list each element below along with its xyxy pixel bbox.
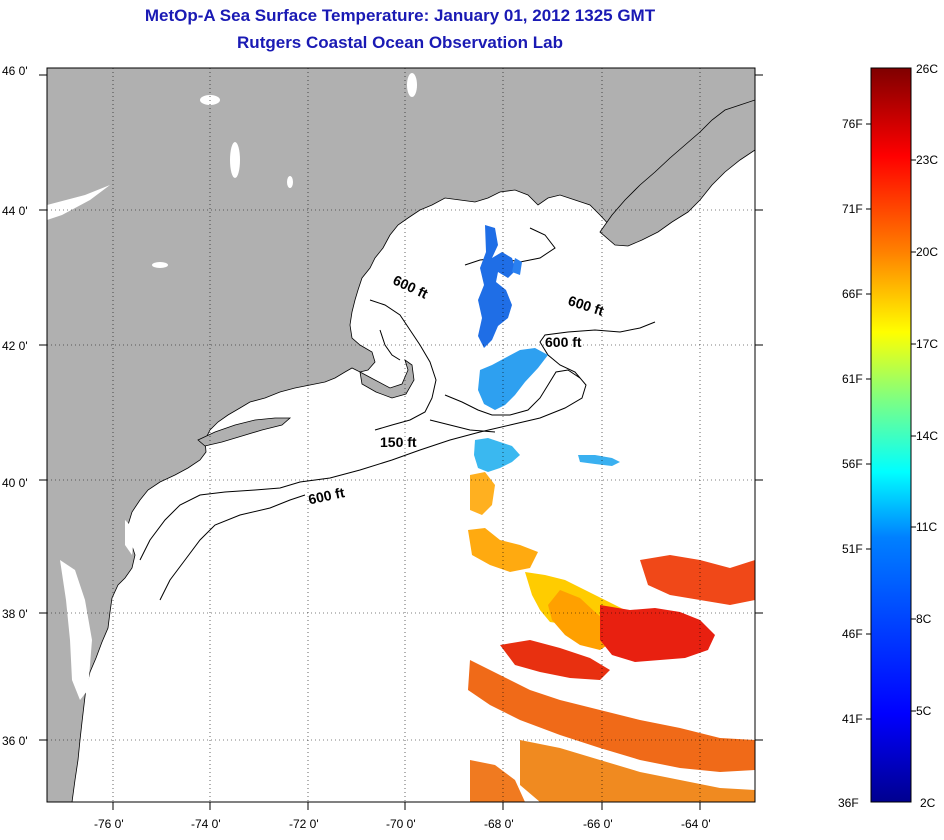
contour-label-600ft-d: 600 ft bbox=[307, 484, 346, 507]
map-frame bbox=[46, 67, 756, 803]
lake bbox=[230, 142, 240, 178]
map-subtitle: Rutgers Coastal Ocean Observation Lab bbox=[237, 33, 563, 52]
lake bbox=[47, 185, 110, 220]
colorbar-label-f: 61F bbox=[842, 372, 863, 386]
colorbar-label-f: 51F bbox=[842, 542, 863, 556]
lat-label: 40 0' bbox=[2, 476, 28, 490]
colorbar-label-c: 26C bbox=[916, 62, 939, 76]
lat-label: 44 0' bbox=[2, 204, 28, 218]
sst-warm-patches bbox=[468, 472, 755, 802]
lon-label: -66 0' bbox=[583, 817, 613, 831]
lake bbox=[287, 176, 293, 188]
lon-label: -74 0' bbox=[191, 817, 221, 831]
lake bbox=[407, 73, 417, 97]
colorbar-label-f: 76F bbox=[842, 117, 863, 131]
colorbar-label-c: 23C bbox=[916, 153, 939, 167]
lat-label: 36 0' bbox=[2, 734, 28, 748]
colorbar-label-f: 66F bbox=[842, 287, 863, 301]
lat-label: 46 0' bbox=[2, 64, 28, 78]
land-cape-cod bbox=[359, 358, 415, 399]
lake bbox=[152, 262, 168, 268]
lon-label: -68 0' bbox=[484, 817, 514, 831]
lat-label: 42 0' bbox=[2, 339, 28, 353]
bathymetry-contours bbox=[139, 227, 656, 601]
colorbar-label-c: 2C bbox=[920, 796, 936, 810]
sst-cool-patches bbox=[474, 225, 620, 472]
lon-label: -70 0' bbox=[386, 817, 416, 831]
land-nova-scotia bbox=[599, 99, 755, 247]
contour-label-600ft-c: 600 ft bbox=[545, 334, 582, 350]
colorbar-ticks bbox=[866, 123, 916, 720]
lon-label: -64 0' bbox=[681, 817, 711, 831]
land-mainland bbox=[47, 68, 755, 802]
land-long-island bbox=[197, 417, 292, 447]
colorbar-label-c: 14C bbox=[916, 429, 939, 443]
colorbar bbox=[870, 67, 912, 803]
colorbar-label-f: 36F bbox=[838, 796, 859, 810]
colorbar-label-c: 5C bbox=[916, 704, 932, 718]
lon-label: -72 0' bbox=[289, 817, 319, 831]
delaware-bay bbox=[125, 520, 135, 555]
colorbar-label-c: 17C bbox=[916, 337, 939, 351]
colorbar-label-c: 11C bbox=[916, 520, 938, 534]
chesapeake-bay bbox=[60, 560, 92, 700]
map-title: MetOp-A Sea Surface Temperature: January… bbox=[144, 6, 656, 25]
colorbar-label-f: 71F bbox=[842, 202, 863, 216]
colorbar-label-f: 41F bbox=[842, 712, 863, 726]
colorbar-label-c: 20C bbox=[916, 245, 939, 259]
axis-ticks bbox=[39, 74, 763, 810]
lon-label: -76 0' bbox=[94, 817, 124, 831]
lat-label: 38 0' bbox=[2, 607, 28, 621]
colorbar-label-c: 8C bbox=[916, 612, 932, 626]
contour-label-150ft: 150 ft bbox=[380, 434, 417, 450]
colorbar-label-f: 46F bbox=[842, 627, 863, 641]
colorbar-label-f: 56F bbox=[842, 457, 863, 471]
